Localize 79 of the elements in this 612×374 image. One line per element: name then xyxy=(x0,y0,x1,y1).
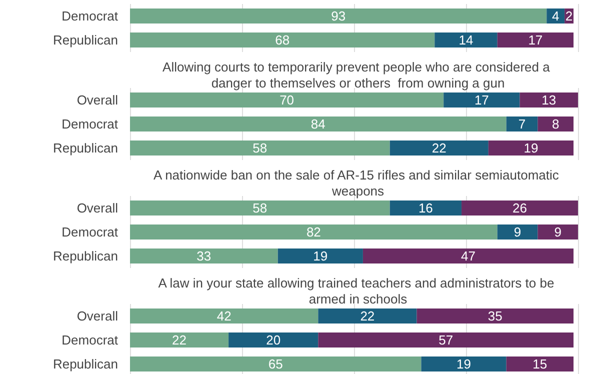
chart-title: Allowing courts to temporarily prevent people who are considered a danger to themselves or others from owning a gun xyxy=(162,60,554,90)
data-label: 9 xyxy=(554,224,562,240)
data-label: 14 xyxy=(458,32,474,48)
bar xyxy=(130,8,547,24)
data-label: 47 xyxy=(461,248,476,264)
bar xyxy=(130,92,444,108)
data-label: 33 xyxy=(196,248,212,264)
data-label: 68 xyxy=(275,32,290,48)
bar xyxy=(228,332,318,348)
y-tick-label: Democrat xyxy=(62,8,118,24)
y-tick-label: Republican xyxy=(52,140,118,156)
bar xyxy=(278,248,363,264)
data-label: 58 xyxy=(252,200,268,216)
data-label: 84 xyxy=(310,116,326,132)
data-label: 16 xyxy=(418,200,433,216)
y-tick-label: Democrat xyxy=(62,116,118,132)
bar xyxy=(130,308,318,324)
bar xyxy=(538,116,574,132)
data-label: 58 xyxy=(252,140,268,156)
data-label: 26 xyxy=(512,200,527,216)
data-label: 22 xyxy=(432,140,446,156)
bar xyxy=(130,248,278,264)
bar xyxy=(506,356,574,372)
bar xyxy=(318,308,417,324)
bar xyxy=(546,8,565,24)
bar xyxy=(434,32,498,48)
data-label: 42 xyxy=(216,308,232,324)
bar xyxy=(130,332,229,348)
bar xyxy=(520,92,578,108)
data-label: 19 xyxy=(313,248,328,264)
data-label: 70 xyxy=(280,92,294,108)
y-tick-label: Overall xyxy=(76,92,118,108)
data-label: 2 xyxy=(565,8,573,24)
bar xyxy=(390,200,462,216)
data-label: 8 xyxy=(552,116,560,132)
bar xyxy=(130,32,435,48)
data-label: 13 xyxy=(542,92,556,108)
data-label: 82 xyxy=(306,224,321,240)
bar xyxy=(130,116,506,132)
bar xyxy=(421,356,506,372)
bar xyxy=(130,200,390,216)
bar xyxy=(488,140,574,156)
data-label: 22 xyxy=(360,308,375,324)
chart-title: A nationwide ban on the sale of AR-15 rifles and similar semiautomatic weapons xyxy=(154,168,562,198)
data-label: 4 xyxy=(552,8,560,24)
y-tick-label: Overall xyxy=(76,308,118,324)
data-label: 57 xyxy=(438,332,454,348)
data-label: 17 xyxy=(474,92,489,108)
bar xyxy=(462,200,578,216)
bar xyxy=(362,248,574,264)
bar xyxy=(318,332,574,348)
bar xyxy=(444,92,520,108)
bar xyxy=(497,224,538,240)
bar xyxy=(130,224,498,240)
data-label: 17 xyxy=(528,32,543,48)
y-tick-label: Overall xyxy=(76,200,118,216)
bar xyxy=(497,32,574,48)
data-label: 93 xyxy=(331,8,346,24)
data-label: 20 xyxy=(266,332,281,348)
data-label: 65 xyxy=(268,356,283,372)
bar xyxy=(538,224,578,240)
data-label: 15 xyxy=(532,356,548,372)
data-label: 35 xyxy=(488,308,502,324)
bar xyxy=(130,140,390,156)
chart-title: A law in your state allowing trained teachers and administrators to be armed in schools xyxy=(158,276,558,306)
data-label: 19 xyxy=(456,356,471,372)
y-tick-label: Democrat xyxy=(62,224,118,240)
bar xyxy=(130,356,422,372)
bar xyxy=(416,308,574,324)
y-tick-label: Republican xyxy=(52,248,118,264)
data-label: 9 xyxy=(514,224,522,240)
bar xyxy=(506,116,538,132)
bar xyxy=(390,140,488,156)
y-tick-label: Democrat xyxy=(62,332,118,348)
y-tick-label: Republican xyxy=(52,356,118,372)
data-label: 19 xyxy=(524,140,538,156)
data-label: 7 xyxy=(518,116,526,132)
y-tick-label: Republican xyxy=(52,32,118,48)
data-label: 22 xyxy=(172,332,187,348)
